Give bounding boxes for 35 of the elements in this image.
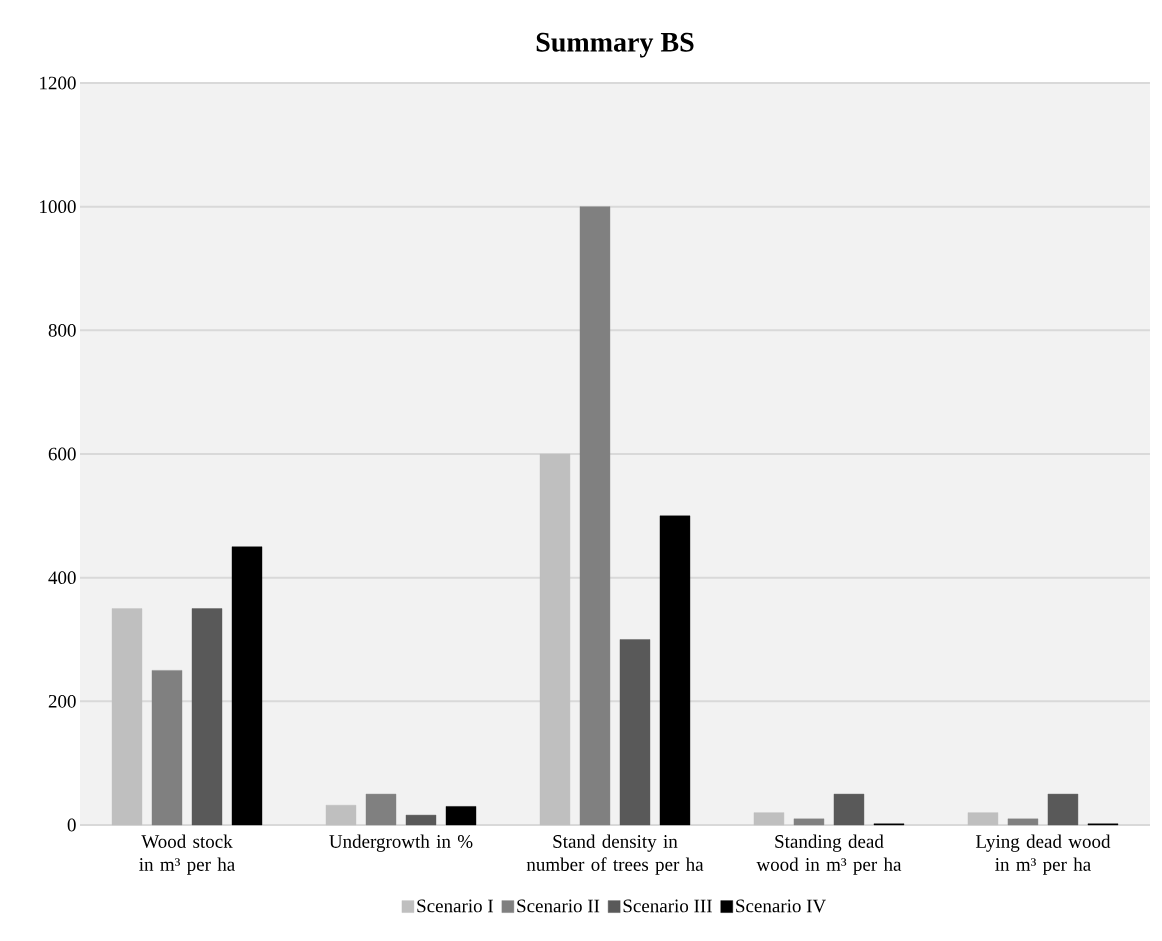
bar <box>967 812 999 826</box>
bar <box>833 793 865 826</box>
bar <box>619 639 651 826</box>
legend-label: Scenario I <box>417 899 494 913</box>
bar <box>579 206 611 826</box>
bar <box>1007 818 1039 826</box>
y-tick-label: 800 <box>48 323 76 337</box>
legend-label: Scenario IV <box>736 899 826 913</box>
y-tick-label: 400 <box>48 571 76 585</box>
bar <box>111 608 143 826</box>
x-tick-label: Standing dead wood in m³ per ha <box>756 834 902 875</box>
x-tick-label: Wood stock in m³ per ha <box>139 834 235 875</box>
bar <box>659 515 691 826</box>
y-tick-label: 0 <box>67 818 76 832</box>
bar <box>445 806 477 826</box>
y-tick-label: 600 <box>48 447 76 461</box>
x-tick-label: Stand density in number of trees per ha <box>526 834 704 875</box>
x-tick-label: Undergrowth in % <box>329 834 473 852</box>
bar <box>325 805 357 826</box>
y-tick-label: 1000 <box>40 200 76 214</box>
bar <box>753 812 785 826</box>
bar <box>793 818 825 826</box>
legend-label: Scenario II <box>517 899 600 913</box>
bar <box>1047 793 1079 826</box>
bar <box>231 546 263 826</box>
legend-label: Scenario III <box>623 899 712 913</box>
x-tick-label: Lying dead wood in m³ per ha <box>975 834 1111 875</box>
bar <box>191 608 223 826</box>
bar <box>151 670 183 826</box>
bar <box>405 814 437 826</box>
bar <box>365 793 397 826</box>
chart-title: Summary BS <box>536 32 694 58</box>
y-tick-label: 1200 <box>40 76 76 90</box>
bar <box>539 453 571 826</box>
y-tick-label: 200 <box>48 694 76 708</box>
